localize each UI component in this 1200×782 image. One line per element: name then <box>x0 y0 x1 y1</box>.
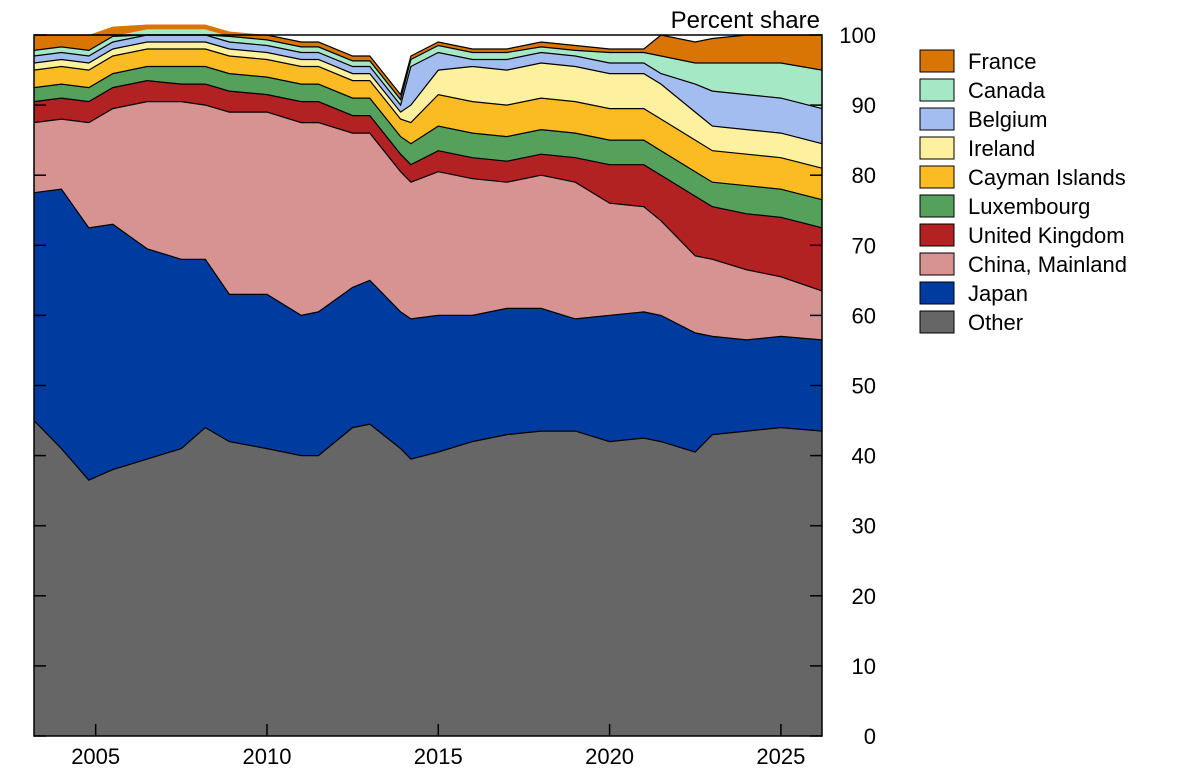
x-tick-label: 2005 <box>71 744 120 769</box>
x-tick-label: 2025 <box>756 744 805 769</box>
legend-swatch <box>919 310 955 334</box>
legend-label: Luxembourg <box>968 194 1090 219</box>
y-tick-label: 10 <box>852 654 876 679</box>
series-boundary-line <box>33 41 823 145</box>
legend-swatch <box>919 281 955 305</box>
areas-layer <box>33 24 823 736</box>
legend-swatch <box>919 107 955 131</box>
legend-label: Belgium <box>968 107 1047 132</box>
legend: France Canada Belgium Ireland Cayman Islands… <box>919 49 1127 335</box>
series-boundary-line <box>33 420 823 481</box>
area-cayman-islands <box>34 49 822 200</box>
series-boundary-line <box>33 65 823 201</box>
series-boundary-line <box>33 101 823 292</box>
y-tick-label: 0 <box>864 724 876 749</box>
x-tick-label: 2020 <box>585 744 634 769</box>
legend-swatch <box>919 194 955 218</box>
area-canada <box>34 29 822 109</box>
area-japan <box>34 189 822 481</box>
legend-label: United Kingdom <box>968 223 1125 248</box>
y-tick-label: 90 <box>852 93 876 118</box>
area-other <box>34 420 822 736</box>
legend-item-france: France <box>919 49 1036 74</box>
y-tick-label: 50 <box>852 374 876 399</box>
legend-item-other: Other <box>919 310 1023 335</box>
y-tick-label: 40 <box>852 444 876 469</box>
legend-swatch <box>919 78 955 102</box>
legend-label: Ireland <box>968 136 1035 161</box>
area-luxembourg <box>34 66 822 228</box>
legend-label: France <box>968 49 1036 74</box>
x-tick-label: 2015 <box>414 744 463 769</box>
area-france <box>34 24 822 100</box>
x-tick-label: 2010 <box>242 744 291 769</box>
legend-label: China, Mainland <box>968 252 1127 277</box>
legend-item-ireland: Ireland <box>919 136 1035 161</box>
legend-swatch <box>919 49 955 73</box>
series-boundary-line <box>33 48 823 169</box>
y-tick-label: 60 <box>852 303 876 328</box>
y-tick-label: 100 <box>839 23 876 48</box>
y-tick-label: 30 <box>852 514 876 539</box>
legend-label: Japan <box>968 281 1028 306</box>
legend-label: Cayman Islands <box>968 165 1126 190</box>
legend-item-japan: Japan <box>919 281 1028 306</box>
y-tick-label: 80 <box>852 163 876 188</box>
legend-label: Other <box>968 310 1023 335</box>
legend-item-canada: Canada <box>919 78 1046 103</box>
legend-item-china-mainland: China, Mainland <box>919 252 1127 277</box>
legend-swatch <box>919 223 955 247</box>
axes-layer: 0 10 20 30 40 50 60 70 80 90 100 2005 2010 2015 2020 20… <box>33 23 876 769</box>
y-tick-label: 20 <box>852 584 876 609</box>
legend-item-cayman-islands: Cayman Islands <box>919 165 1126 190</box>
legend-item-belgium: Belgium <box>919 107 1047 132</box>
area-united-kingdom <box>34 80 822 291</box>
legend-swatch <box>919 252 955 276</box>
legend-item-united-kingdom: United Kingdom <box>919 223 1125 248</box>
series-boundary-line <box>33 79 823 229</box>
y-tick-label: 70 <box>852 233 876 258</box>
area-belgium <box>34 35 822 144</box>
legend-item-luxembourg: Luxembourg <box>919 194 1090 219</box>
legend-swatch <box>919 165 955 189</box>
series-boundary-line <box>33 188 823 341</box>
area-china-mainland <box>34 101 822 340</box>
y-axis-unit-label: Percent share <box>671 7 820 34</box>
legend-swatch <box>919 136 955 160</box>
legend-label: Canada <box>968 78 1046 103</box>
